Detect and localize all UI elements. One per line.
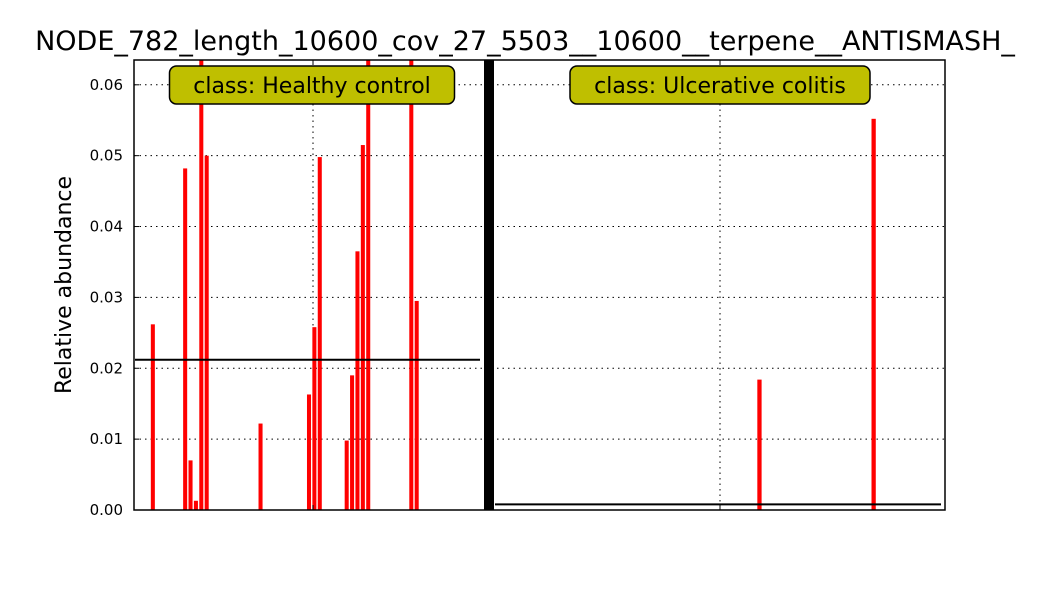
bar <box>312 327 317 510</box>
y-axis-label: Relative abundance <box>52 176 77 394</box>
bar <box>355 251 360 511</box>
y-tick-label: 0.01 <box>90 430 123 448</box>
bar <box>344 440 349 510</box>
class-separator <box>484 60 494 510</box>
y-tick-label: 0.00 <box>90 501 123 519</box>
bar <box>414 300 419 510</box>
bar <box>306 394 312 510</box>
bar <box>360 145 365 510</box>
bar <box>366 60 371 510</box>
bar <box>757 379 762 510</box>
bar <box>193 500 198 510</box>
bar <box>317 157 322 510</box>
y-axis-ticks: 0.00 0.01 0.02 0.03 0.04 0.05 0.06 <box>90 60 721 519</box>
y-tick-label: 0.06 <box>90 76 123 94</box>
bar <box>350 375 355 510</box>
bar <box>199 60 204 510</box>
class-label-text: class: Healthy control <box>193 74 431 99</box>
chart-title: NODE_782_length_10600_cov_27_5503__10600… <box>35 26 1015 57</box>
mean-lines <box>135 358 941 506</box>
bar <box>258 423 263 510</box>
bar <box>150 324 155 510</box>
y-tick-label: 0.04 <box>90 218 123 236</box>
bar <box>188 460 193 510</box>
bar <box>409 60 414 510</box>
class-labels: class: Healthy control class: Ulcerative … <box>168 65 871 105</box>
y-tick-label: 0.03 <box>90 288 123 306</box>
bar <box>204 155 209 510</box>
plot-frame <box>133 59 946 511</box>
y-tick-label: 0.02 <box>90 359 123 377</box>
bar <box>871 118 876 510</box>
class-label-box <box>569 65 871 105</box>
bar <box>183 168 188 510</box>
y-tick-label: 0.05 <box>90 147 123 165</box>
gridlines <box>134 60 945 510</box>
class-label-box <box>168 65 456 105</box>
class-label-text: class: Ulcerative colitis <box>594 74 846 99</box>
bars <box>150 60 876 511</box>
